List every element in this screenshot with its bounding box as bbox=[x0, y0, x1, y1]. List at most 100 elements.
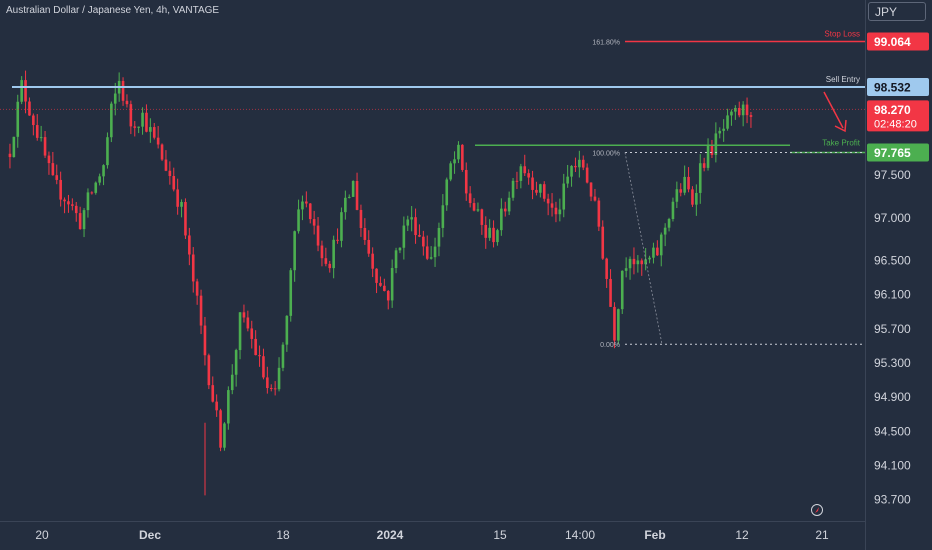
candle bbox=[246, 310, 250, 332]
candle-body bbox=[320, 245, 324, 259]
candle bbox=[129, 100, 133, 135]
candle bbox=[425, 235, 429, 261]
candle-body bbox=[43, 137, 47, 156]
candle bbox=[562, 173, 566, 218]
candle bbox=[593, 188, 597, 202]
candle-body bbox=[535, 189, 538, 193]
candle-body bbox=[679, 189, 683, 193]
candle bbox=[515, 171, 519, 190]
candle bbox=[324, 247, 328, 267]
price-tick-label: 97.500 bbox=[874, 168, 911, 182]
candle bbox=[308, 202, 312, 224]
take-profit-badge-bg bbox=[867, 143, 929, 162]
candle bbox=[63, 197, 66, 214]
candle bbox=[305, 191, 308, 208]
candle bbox=[386, 289, 390, 310]
candle-body bbox=[328, 263, 332, 269]
candle bbox=[422, 230, 425, 256]
candle-body bbox=[86, 192, 90, 211]
candle-body bbox=[714, 133, 718, 155]
candle bbox=[74, 201, 78, 222]
candle bbox=[340, 207, 343, 248]
candle-body bbox=[480, 209, 484, 225]
sell-entry-badge-bg bbox=[867, 77, 929, 96]
candle-body bbox=[667, 218, 671, 228]
candle-body bbox=[410, 217, 413, 220]
candle bbox=[242, 304, 246, 323]
candle bbox=[656, 240, 659, 256]
candle-body bbox=[250, 328, 254, 339]
candle bbox=[191, 247, 195, 293]
candle-body bbox=[414, 217, 417, 236]
candle bbox=[383, 278, 386, 292]
candle bbox=[301, 195, 304, 221]
candle bbox=[55, 164, 59, 185]
candle bbox=[102, 164, 105, 186]
candle bbox=[558, 198, 562, 222]
candle bbox=[94, 181, 98, 195]
candle bbox=[710, 139, 714, 158]
candle-body bbox=[63, 199, 66, 202]
candle-body bbox=[648, 257, 651, 260]
candle-body bbox=[12, 136, 16, 158]
candle-body bbox=[500, 208, 503, 231]
candle bbox=[149, 118, 152, 143]
candle-body bbox=[605, 258, 608, 279]
candle-body bbox=[215, 401, 218, 411]
candle bbox=[492, 220, 495, 248]
candle-body bbox=[180, 201, 183, 207]
candle bbox=[414, 208, 417, 244]
trade-arrow-head-icon bbox=[834, 119, 847, 133]
candle-body bbox=[425, 246, 429, 259]
candle bbox=[316, 217, 320, 252]
candle-body bbox=[749, 115, 753, 117]
fib-level-label: 161.80% bbox=[592, 40, 620, 47]
candle bbox=[227, 386, 230, 430]
candle bbox=[527, 169, 530, 185]
candle-body bbox=[254, 338, 257, 356]
candle bbox=[472, 198, 476, 212]
price-tick-label: 94.100 bbox=[874, 458, 911, 472]
candle-body bbox=[656, 247, 659, 256]
candle bbox=[59, 171, 62, 207]
candle bbox=[106, 132, 109, 169]
candle bbox=[285, 315, 289, 352]
candle-body bbox=[176, 189, 179, 207]
candle-body bbox=[706, 145, 710, 168]
candle-body bbox=[511, 180, 515, 198]
candle bbox=[507, 191, 511, 216]
candle-body bbox=[523, 166, 527, 174]
candle-body bbox=[47, 155, 51, 164]
candle bbox=[113, 82, 117, 116]
candle-body bbox=[617, 309, 620, 341]
candle-body bbox=[168, 170, 172, 177]
candle-body bbox=[121, 80, 125, 101]
candle bbox=[741, 101, 745, 127]
candle bbox=[609, 269, 612, 307]
candle-body bbox=[152, 127, 156, 138]
candle-body bbox=[636, 260, 640, 265]
candle-body bbox=[562, 183, 566, 210]
candle-body bbox=[698, 163, 702, 193]
candle-body bbox=[32, 115, 35, 126]
candle bbox=[297, 199, 300, 234]
candle bbox=[484, 216, 488, 249]
stop-loss-badge-text: 99.064 bbox=[874, 35, 911, 49]
candle bbox=[535, 181, 538, 196]
candle bbox=[519, 163, 523, 189]
candle bbox=[418, 224, 421, 238]
time-axis-divider bbox=[0, 521, 865, 522]
candle bbox=[86, 188, 90, 218]
currency-button[interactable]: JPY bbox=[868, 2, 926, 21]
candle-body bbox=[28, 101, 31, 116]
candle bbox=[539, 183, 542, 198]
candle bbox=[269, 384, 273, 392]
candle-body bbox=[219, 410, 222, 448]
candle bbox=[671, 197, 675, 222]
candle bbox=[702, 157, 706, 172]
candle-body bbox=[406, 219, 410, 226]
candle-body bbox=[74, 205, 78, 214]
candle-body bbox=[344, 197, 347, 213]
